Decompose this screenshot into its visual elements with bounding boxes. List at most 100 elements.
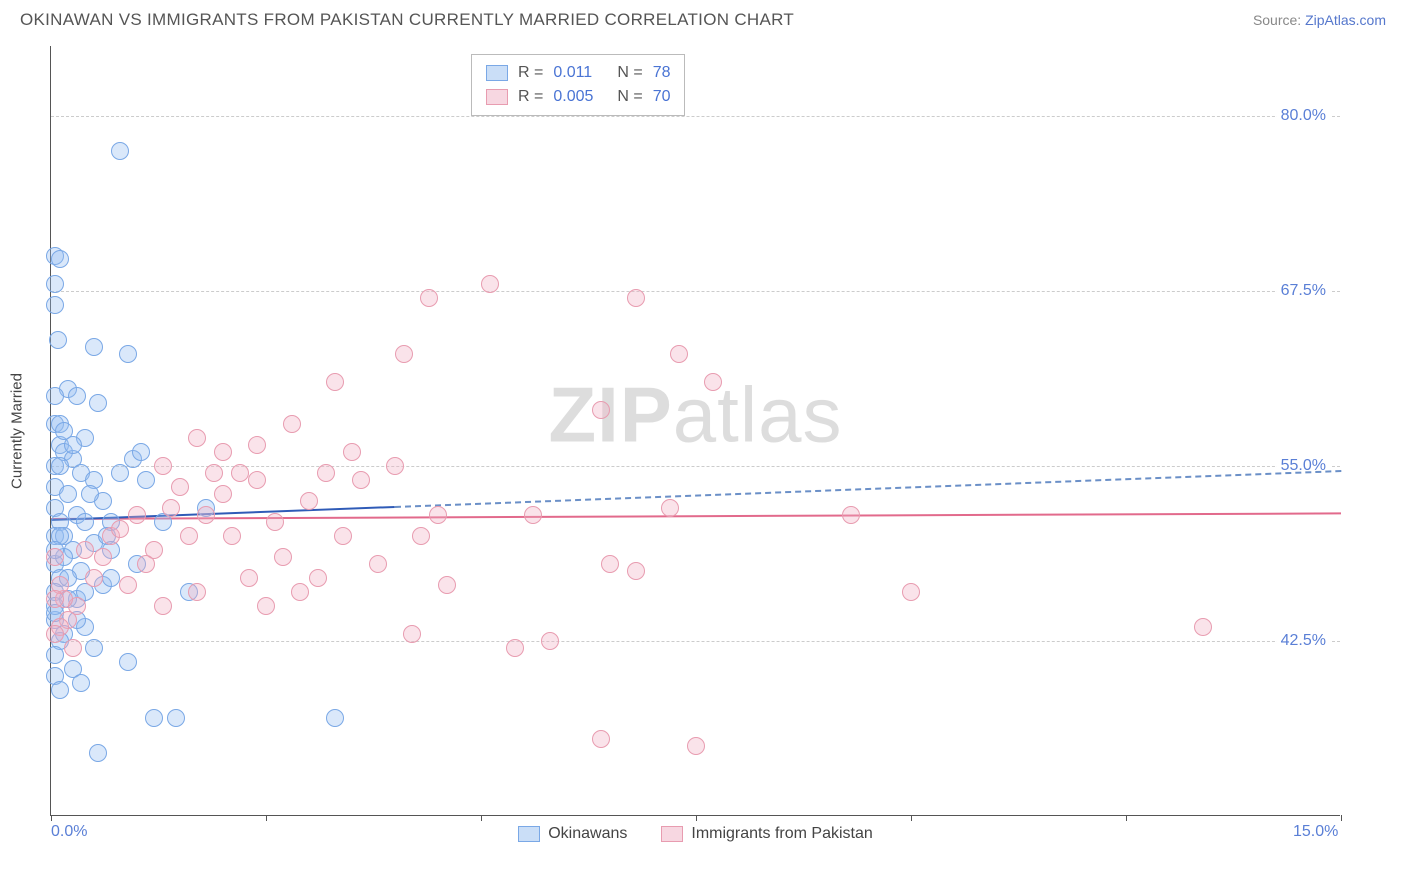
- watermark-zip: ZIP: [548, 371, 672, 459]
- scatter-point: [46, 275, 64, 293]
- x-tick-mark: [481, 815, 482, 821]
- scatter-point: [89, 394, 107, 412]
- scatter-point: [214, 443, 232, 461]
- scatter-point: [154, 597, 172, 615]
- scatter-point: [481, 275, 499, 293]
- x-tick-mark: [1126, 815, 1127, 821]
- scatter-point: [128, 506, 146, 524]
- legend-row-series-0: R = 0.011 N = 78: [486, 61, 670, 85]
- scatter-point: [601, 555, 619, 573]
- legend-swatch-pink: [486, 89, 508, 105]
- scatter-point: [64, 639, 82, 657]
- legend-swatch-pink: [661, 826, 683, 842]
- scatter-point: [46, 590, 64, 608]
- scatter-point: [94, 548, 112, 566]
- scatter-point: [188, 429, 206, 447]
- y-tick-label: 80.0%: [1277, 107, 1330, 125]
- scatter-point: [420, 289, 438, 307]
- scatter-point: [317, 464, 335, 482]
- scatter-point: [68, 387, 86, 405]
- scatter-point: [248, 471, 266, 489]
- correlation-scatter-chart: ZIPatlas R = 0.011 N = 78 R = 0.005 N = …: [50, 46, 1390, 846]
- scatter-point: [343, 443, 361, 461]
- scatter-point: [51, 250, 69, 268]
- scatter-point: [85, 639, 103, 657]
- source-attribution: Source: ZipAtlas.com: [1253, 12, 1386, 28]
- gridline: [51, 641, 1340, 642]
- scatter-point: [352, 471, 370, 489]
- scatter-point: [592, 730, 610, 748]
- scatter-point: [111, 520, 129, 538]
- n-label: N =: [617, 61, 642, 85]
- scatter-point: [51, 457, 69, 475]
- n-value-1: 70: [653, 85, 671, 109]
- n-value-0: 78: [653, 61, 671, 85]
- x-tick-mark: [696, 815, 697, 821]
- source-prefix: Source:: [1253, 12, 1305, 28]
- chart-title: OKINAWAN VS IMMIGRANTS FROM PAKISTAN CUR…: [20, 10, 794, 30]
- r-value-0: 0.011: [553, 61, 607, 85]
- source-link[interactable]: ZipAtlas.com: [1305, 12, 1386, 28]
- scatter-point: [137, 471, 155, 489]
- scatter-point: [661, 499, 679, 517]
- scatter-point: [162, 499, 180, 517]
- scatter-point: [334, 527, 352, 545]
- scatter-point: [205, 464, 223, 482]
- scatter-point: [627, 289, 645, 307]
- scatter-point: [119, 576, 137, 594]
- scatter-point: [326, 709, 344, 727]
- scatter-point: [627, 562, 645, 580]
- scatter-point: [240, 569, 258, 587]
- scatter-point: [592, 401, 610, 419]
- legend-series-names: Okinawans Immigrants from Pakistan: [51, 825, 1340, 843]
- scatter-point: [274, 548, 292, 566]
- scatter-point: [506, 639, 524, 657]
- gridline: [51, 116, 1340, 117]
- legend-label-1: Immigrants from Pakistan: [691, 825, 872, 843]
- scatter-point: [46, 646, 64, 664]
- scatter-point: [111, 464, 129, 482]
- scatter-point: [64, 436, 82, 454]
- y-tick-label: 42.5%: [1277, 632, 1330, 650]
- scatter-point: [85, 338, 103, 356]
- r-label: R =: [518, 85, 543, 109]
- scatter-point: [49, 331, 67, 349]
- scatter-point: [72, 674, 90, 692]
- scatter-point: [429, 506, 447, 524]
- scatter-point: [842, 506, 860, 524]
- scatter-point: [46, 625, 64, 643]
- watermark-atlas: atlas: [673, 371, 843, 459]
- x-tick-mark: [1341, 815, 1342, 821]
- r-value-1: 0.005: [553, 85, 607, 109]
- scatter-point: [257, 597, 275, 615]
- x-tick-mark: [911, 815, 912, 821]
- n-label: N =: [617, 85, 642, 109]
- scatter-point: [438, 576, 456, 594]
- scatter-point: [1194, 618, 1212, 636]
- scatter-point: [197, 506, 215, 524]
- watermark: ZIPatlas: [548, 370, 842, 461]
- scatter-point: [386, 457, 404, 475]
- scatter-point: [119, 653, 137, 671]
- scatter-point: [46, 296, 64, 314]
- scatter-point: [167, 709, 185, 727]
- scatter-point: [51, 681, 69, 699]
- scatter-point: [180, 527, 198, 545]
- scatter-point: [89, 744, 107, 762]
- plot-area: ZIPatlas R = 0.011 N = 78 R = 0.005 N = …: [50, 46, 1340, 816]
- scatter-point: [266, 513, 284, 531]
- scatter-point: [403, 625, 421, 643]
- scatter-point: [223, 527, 241, 545]
- scatter-point: [46, 548, 64, 566]
- scatter-point: [309, 569, 327, 587]
- y-axis-title: Currently Married: [9, 373, 26, 489]
- scatter-point: [412, 527, 430, 545]
- scatter-point: [670, 345, 688, 363]
- legend-label-0: Okinawans: [548, 825, 627, 843]
- scatter-point: [248, 436, 266, 454]
- scatter-point: [524, 506, 542, 524]
- scatter-point: [291, 583, 309, 601]
- r-label: R =: [518, 61, 543, 85]
- scatter-point: [326, 373, 344, 391]
- scatter-point: [102, 569, 120, 587]
